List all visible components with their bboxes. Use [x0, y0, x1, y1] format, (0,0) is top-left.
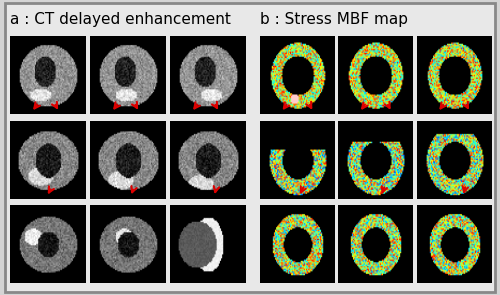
- Text: b : Stress MBF map: b : Stress MBF map: [260, 12, 408, 27]
- Text: a : CT delayed enhancement: a : CT delayed enhancement: [10, 12, 231, 27]
